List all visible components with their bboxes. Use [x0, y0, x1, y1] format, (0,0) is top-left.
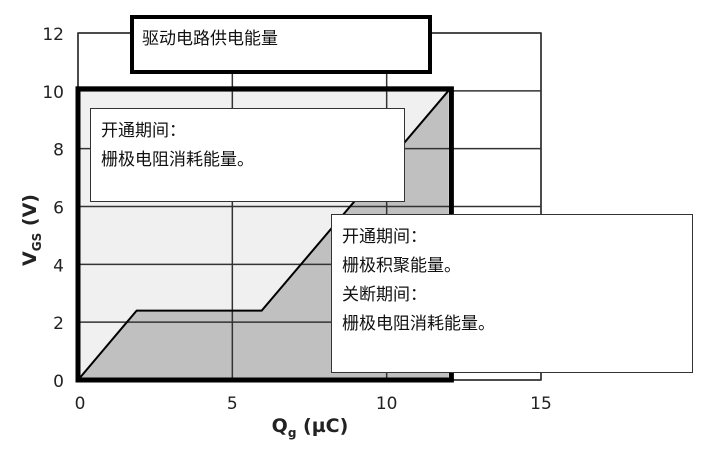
y-tick-label: 10: [42, 83, 64, 103]
y-tick-label: 8: [53, 141, 64, 161]
y-tick-label: 0: [53, 372, 64, 392]
annotation-line: 栅极电阻消耗能量。: [101, 150, 254, 170]
y-tick-label: 2: [53, 314, 64, 334]
annotation-turn-on-resistor: 开通期间： 栅极电阻消耗能量。: [90, 108, 405, 202]
annotation-line: 开通期间：: [101, 121, 186, 141]
annotation-line: 关断期间：: [342, 285, 427, 305]
x-tick-label: 5: [227, 394, 238, 414]
y-axis-label: VGS (V): [19, 194, 44, 266]
y-tick-label: 4: [53, 256, 64, 276]
x-tick-label: 15: [530, 394, 552, 414]
y-tick-label: 6: [53, 199, 64, 219]
annotation-gate-energy: 开通期间： 栅极积聚能量。 关断期间： 栅极电阻消耗能量。: [331, 214, 693, 373]
x-tick-label: 10: [376, 394, 398, 414]
annotation-drive-energy: 驱动电路供电能量: [130, 15, 432, 74]
annotation-line: 开通期间：: [342, 227, 427, 247]
x-tick-label: 0: [75, 394, 86, 414]
annotation-line: 驱动电路供电能量: [142, 29, 278, 49]
x-axis-label: Qg (µC): [272, 415, 349, 440]
annotation-line: 栅极积聚能量。: [342, 256, 461, 276]
annotation-line: 栅极电阻消耗能量。: [342, 314, 495, 334]
y-tick-label: 12: [42, 25, 64, 45]
